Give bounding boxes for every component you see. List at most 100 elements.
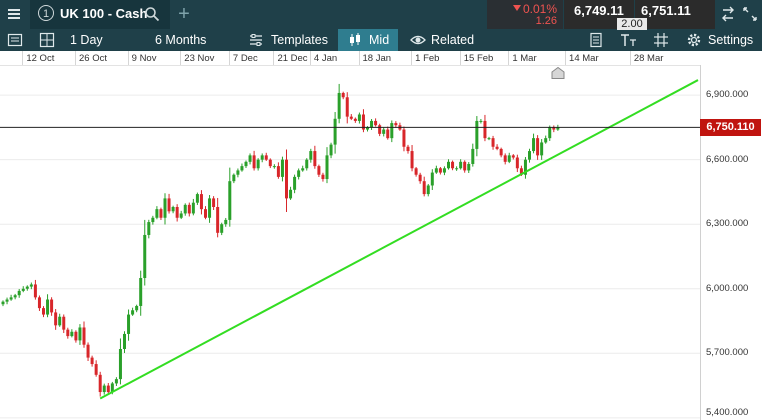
related-button[interactable]: Related (400, 29, 485, 51)
candle-body (434, 168, 438, 173)
candle-body (244, 161, 248, 167)
menu-icon[interactable] (6, 6, 22, 22)
grid-layout-button[interactable] (32, 29, 62, 51)
last-price-tag: 6,750.110 (700, 118, 761, 136)
candle-body (370, 120, 374, 128)
x-tick-label: 21 Dec (277, 53, 308, 64)
candle-body (536, 138, 540, 156)
candle-body (293, 176, 297, 190)
candle-body (422, 181, 426, 195)
y-tick-label: 5,400.000 (706, 407, 749, 418)
candle-body (361, 114, 365, 130)
y-tick-label: 5,700.000 (706, 347, 749, 359)
x-tick-label: 28 Mar (633, 53, 664, 64)
price-mode-label: Mid (369, 33, 390, 47)
x-tick-label: 14 Mar (569, 53, 599, 64)
candle-body (37, 297, 41, 309)
down-arrow-icon (513, 5, 521, 11)
candle-body (114, 379, 118, 384)
candle-body (297, 170, 301, 177)
candlestick-chart[interactable] (0, 65, 700, 420)
candle-body (442, 168, 446, 173)
x-tick (358, 51, 360, 65)
x-tick (565, 51, 567, 65)
plus-icon[interactable]: + (178, 3, 190, 25)
gear-icon (687, 33, 701, 47)
candle-body (532, 138, 536, 152)
x-tick (75, 51, 76, 65)
candle-body (98, 374, 102, 393)
candle-body (33, 284, 37, 298)
candle-body (353, 118, 357, 121)
candle-body (374, 120, 378, 126)
candle-body (438, 168, 442, 173)
candle-body (280, 159, 284, 177)
candle-body (187, 204, 191, 214)
candle-body (390, 123, 394, 139)
candle-body (13, 295, 17, 298)
search-icon[interactable] (144, 6, 160, 22)
candle-body (301, 168, 305, 171)
candle-body (349, 116, 353, 119)
double-arrow-icon[interactable] (720, 6, 736, 22)
candle-body (58, 316, 62, 326)
candle-body (313, 151, 317, 167)
candle-body (232, 174, 236, 182)
expand-icon[interactable] (742, 6, 758, 22)
candle-body (341, 92, 345, 98)
candle-body (42, 308, 45, 315)
home-icon[interactable] (551, 67, 565, 79)
x-tick (273, 51, 275, 65)
candle-body (78, 327, 82, 341)
candle-body (248, 155, 252, 162)
document-button[interactable] (586, 29, 606, 51)
templates-label: Templates (271, 33, 328, 47)
candle-body (345, 97, 349, 117)
candle-body (212, 198, 216, 207)
layout-button[interactable] (0, 29, 30, 51)
candle-body (236, 170, 240, 175)
tab-number: 1 (38, 5, 54, 21)
price-mode-button[interactable]: Mid (338, 29, 398, 51)
candle-body (224, 219, 228, 225)
candle-body (495, 146, 499, 149)
candle-body (179, 213, 183, 218)
related-label: Related (431, 33, 475, 47)
range-selector[interactable]: 6 Months (155, 33, 207, 47)
candle-body (418, 174, 422, 182)
candle-body (94, 364, 98, 375)
x-tick (629, 51, 631, 65)
candle-body (475, 120, 479, 149)
chart-toolbar: 1 Day 6 Months Templates Mid Related (0, 29, 762, 51)
candle-body (289, 189, 293, 199)
text-size-button[interactable] (618, 29, 640, 51)
x-tick-label: 12 Oct (26, 53, 55, 64)
eye-icon (410, 35, 426, 45)
candle-body (487, 138, 491, 140)
x-tick-label: 1 Feb (415, 53, 440, 64)
buy-button[interactable]: 6,751.11 (635, 0, 715, 29)
candle-body (163, 198, 167, 218)
crosshair-button[interactable] (650, 29, 672, 51)
interval-selector[interactable]: 1 Day (70, 33, 103, 47)
candle-icon (350, 33, 360, 46)
top-bar: 1 UK 100 - Cash + 0.01% 1.26 6,749.11 2.… (0, 0, 762, 30)
daily-change: 0.01% 1.26 (487, 0, 563, 29)
candle-body (459, 161, 463, 169)
candle-body (240, 166, 244, 171)
candle-body (228, 181, 232, 220)
x-tick-label: 1 Mar (512, 53, 537, 64)
instrument-tab[interactable]: 1 UK 100 - Cash (30, 0, 170, 29)
buy-price: 6,751.11 (641, 3, 691, 18)
candle-body (491, 138, 495, 147)
sell-button[interactable]: 6,749.11 (564, 0, 634, 29)
candle-body (139, 278, 143, 306)
settings-button[interactable]: Settings (684, 29, 762, 51)
candle-body (199, 194, 203, 210)
candle-body (503, 155, 507, 162)
x-tick-label: 4 Jan (313, 53, 338, 64)
x-tick-label: 23 Nov (184, 53, 215, 64)
instrument-name: UK 100 - Cash (60, 6, 148, 21)
templates-button[interactable]: Templates (245, 29, 335, 51)
candle-body (155, 209, 159, 218)
